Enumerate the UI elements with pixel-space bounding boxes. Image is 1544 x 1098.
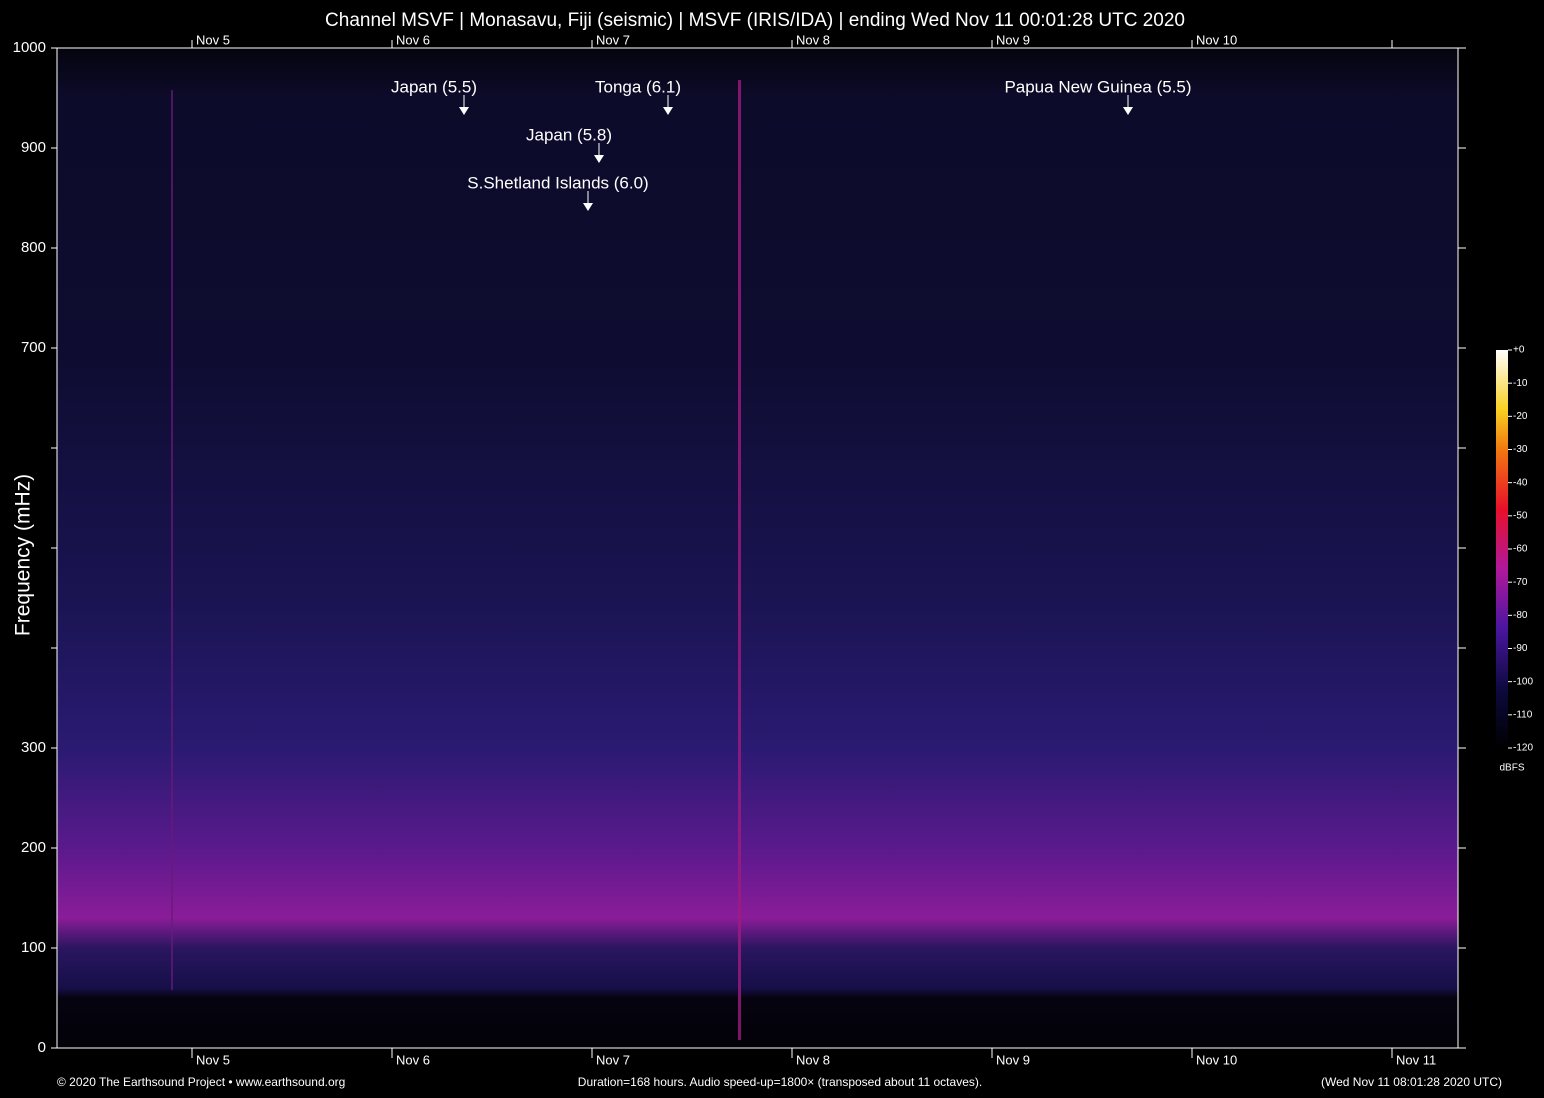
x-tick-label-top: Nov 8 <box>796 32 830 47</box>
y-tick-label: 0 <box>38 1039 46 1056</box>
colorbar <box>1496 350 1508 748</box>
event-streak <box>738 80 741 1040</box>
annotation-label: Japan (5.8) <box>526 125 612 144</box>
colorbar-tick-label: -10 <box>1513 378 1528 389</box>
colorbar-tick-label: -60 <box>1513 544 1528 555</box>
colorbar-tick-label: -100 <box>1513 676 1533 687</box>
colorbar-tick-label: -120 <box>1513 743 1533 754</box>
y-tick-label: 700 <box>21 339 46 356</box>
colorbar-tick-label: -70 <box>1513 577 1528 588</box>
y-axis-label: Frequency (mHz) <box>12 474 35 636</box>
annotation-arrow <box>663 107 673 115</box>
colorbar-tick-label: +0 <box>1513 345 1525 356</box>
footer-left: © 2020 The Earthsound Project • www.eart… <box>57 1075 345 1089</box>
annotation-arrow <box>583 203 593 211</box>
annotation-label: Papua New Guinea (5.5) <box>1004 77 1191 96</box>
x-tick-label-top: Nov 5 <box>196 32 230 47</box>
annotation-label: Tonga (6.1) <box>595 77 681 96</box>
colorbar-tick-label: -80 <box>1513 610 1528 621</box>
annotation-label: Japan (5.5) <box>391 77 477 96</box>
y-tick-label: 300 <box>21 739 46 756</box>
spectrogram <box>57 48 1458 1048</box>
x-tick-label: Nov 6 <box>396 1052 430 1067</box>
x-tick-label: Nov 8 <box>796 1052 830 1067</box>
event-streak <box>171 90 173 990</box>
x-tick-label-top: Nov 7 <box>596 32 630 47</box>
x-tick-label: Nov 7 <box>596 1052 630 1067</box>
x-tick-label-top: Nov 10 <box>1196 32 1237 47</box>
colorbar-tick-label: -40 <box>1513 477 1528 488</box>
x-tick-label-top: Nov 9 <box>996 32 1030 47</box>
x-tick-label: Nov 5 <box>196 1052 230 1067</box>
y-tick-label: 900 <box>21 139 46 156</box>
colorbar-tick-label: -30 <box>1513 444 1528 455</box>
colorbar-tick-label: -20 <box>1513 411 1528 422</box>
annotation-label: S.Shetland Islands (6.0) <box>467 173 648 192</box>
annotation-arrow <box>1123 107 1133 115</box>
footer-center: Duration=168 hours. Audio speed-up=1800×… <box>578 1075 982 1089</box>
footer-right: (Wed Nov 11 08:01:28 2020 UTC) <box>1321 1075 1502 1089</box>
x-tick-label: Nov 10 <box>1196 1052 1237 1067</box>
colorbar-tick-label: -110 <box>1513 709 1533 720</box>
y-tick-label: 200 <box>21 839 46 856</box>
y-tick-label: 800 <box>21 239 46 256</box>
colorbar-label: dBFS <box>1499 763 1524 774</box>
y-tick-label: 1000 <box>13 39 46 56</box>
x-tick-label: Nov 9 <box>996 1052 1030 1067</box>
colorbar-tick-label: -50 <box>1513 510 1528 521</box>
axes: 0 100 200 300 700 800 900 1000 Nov 5 Nov 5 Nov 6 No… <box>13 32 1534 1067</box>
y-tick-label: 100 <box>21 939 46 956</box>
chart-title: Channel MSVF | Monasavu, Fiji (seismic) … <box>325 10 1185 31</box>
x-tick-label-top: Nov 6 <box>396 32 430 47</box>
x-tick-label: Nov 11 <box>1396 1052 1436 1067</box>
annotation-arrow <box>459 107 469 115</box>
colorbar-tick-label: -90 <box>1513 643 1528 654</box>
annotation-arrow <box>594 155 604 163</box>
